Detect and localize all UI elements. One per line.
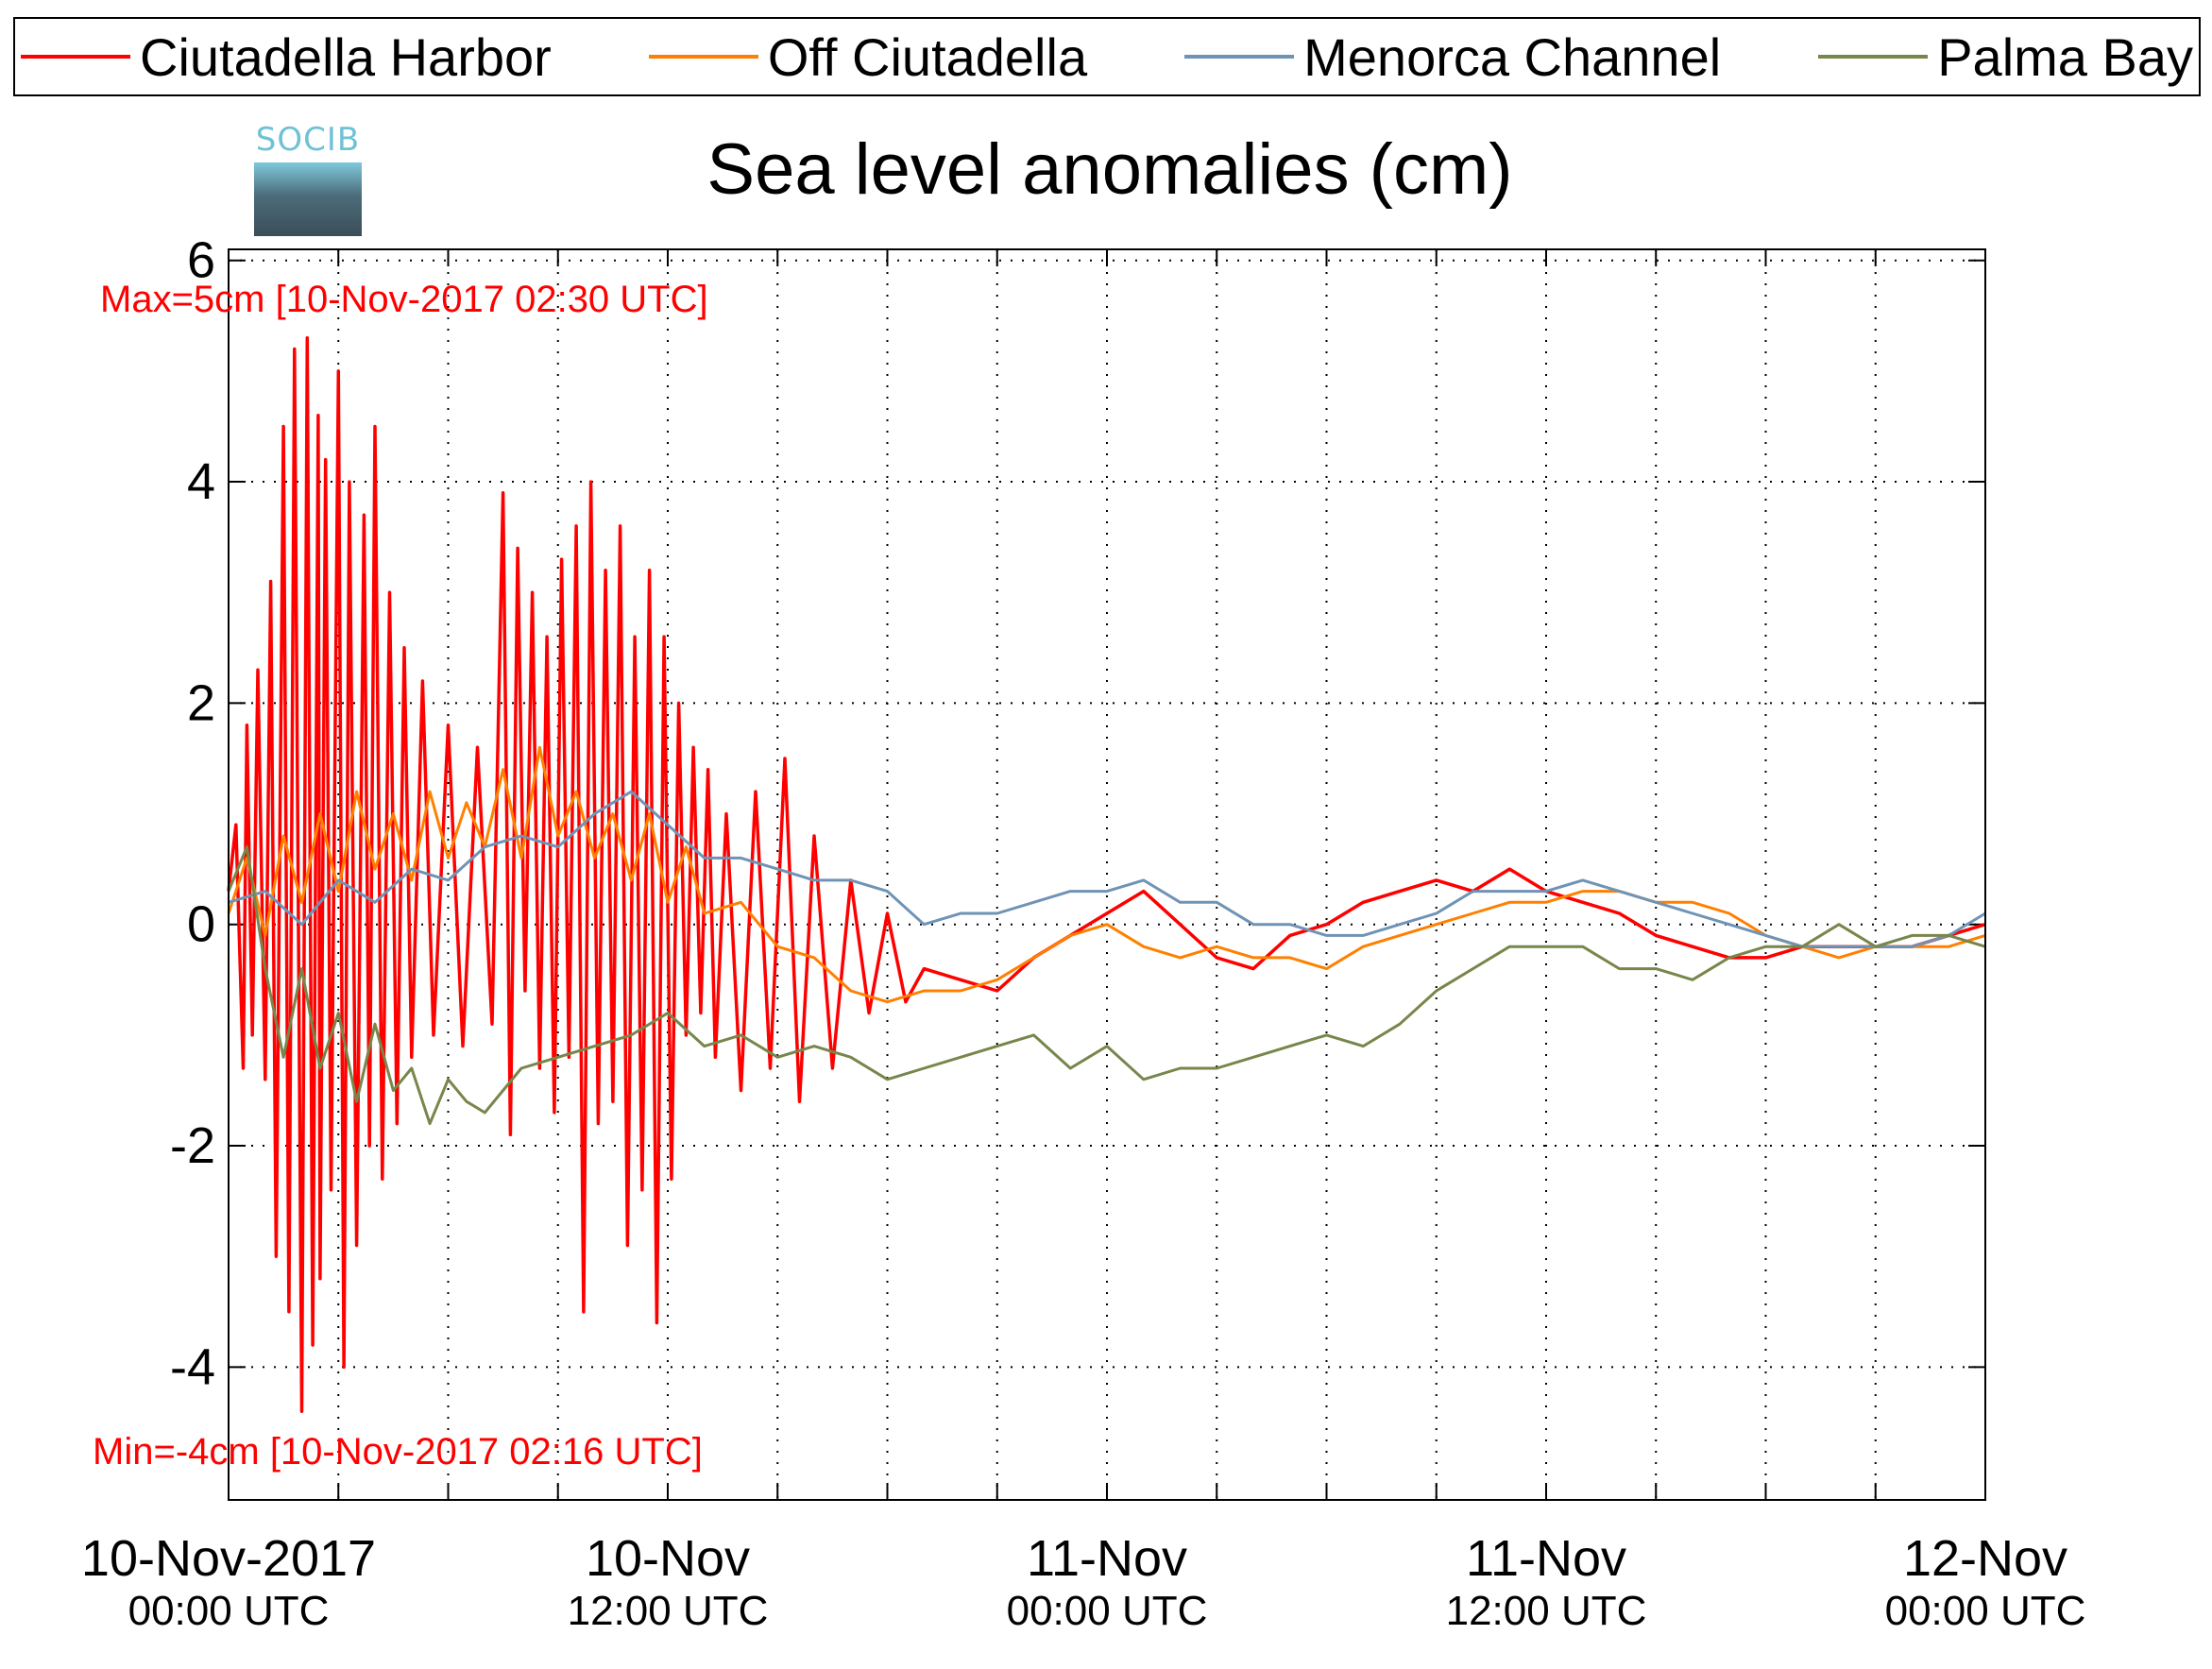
chart-title: Sea level anomalies (cm) [706,129,1513,210]
legend-label-off-ciutadella: Off Ciutadella [767,26,1088,87]
legend-swatch-ciutadella-harbor [21,55,130,59]
plot-frame [228,248,1986,1501]
series-line-menorca-channel [228,790,1986,948]
x-tick-label: 10-Nov-2017 [81,1530,376,1587]
y-tick-label: -4 [170,1338,215,1395]
legend-item-palma-bay: Palma Bay [1818,26,2193,88]
logo-graphic [254,162,362,236]
x-tick-sublabel: 12:00 UTC [568,1588,769,1634]
legend-item-off-ciutadella: Off Ciutadella [648,26,1088,88]
x-tick-sublabel: 00:00 UTC [1007,1588,1208,1634]
x-tick-sublabel: 00:00 UTC [128,1588,330,1634]
max-annotation: Max=5cm [10-Nov-2017 02:30 UTC] [100,279,708,320]
series-line-ciutadella-harbor [227,335,1986,1414]
y-tick-label: -2 [170,1117,215,1174]
x-tick-sublabel: 12:00 UTC [1446,1588,1647,1634]
legend-label-ciutadella-harbor: Ciutadella Harbor [140,26,552,87]
x-tick-sublabel: 00:00 UTC [1885,1588,2086,1634]
socib-logo: SOCIB [251,121,365,236]
legend-swatch-palma-bay [1818,55,1929,59]
x-tick-label: 12-Nov [1903,1530,2067,1587]
legend-swatch-menorca-channel [1184,55,1295,59]
x-tick-label: 11-Nov [1466,1530,1626,1587]
y-tick-label: 0 [187,896,215,953]
x-tick-label: 11-Nov [1027,1530,1187,1587]
y-tick-label: 2 [187,674,215,731]
y-tick-label: 4 [187,453,215,510]
chart-legend: Ciutadella Harbor Off Ciutadella Menorca… [13,17,2201,96]
x-tick-label: 10-Nov [586,1530,750,1587]
axis-ticks [228,249,1986,1500]
logo-text: SOCIB [255,121,361,159]
chart-grid [229,249,1985,1500]
min-annotation: Min=-4cm [10-Nov-2017 02:16 UTC] [93,1431,703,1473]
legend-label-menorca-channel: Menorca Channel [1303,26,1722,87]
legend-swatch-off-ciutadella [648,55,758,59]
legend-item-ciutadella-harbor: Ciutadella Harbor [21,26,552,88]
legend-label-palma-bay: Palma Bay [1937,26,2193,87]
series-line-off-ciutadella [227,745,1986,1004]
legend-item-menorca-channel: Menorca Channel [1184,26,1721,88]
y-tick-label: 6 [187,232,215,289]
series-layer [227,335,1986,1414]
series-line-palma-bay [227,845,1986,1126]
